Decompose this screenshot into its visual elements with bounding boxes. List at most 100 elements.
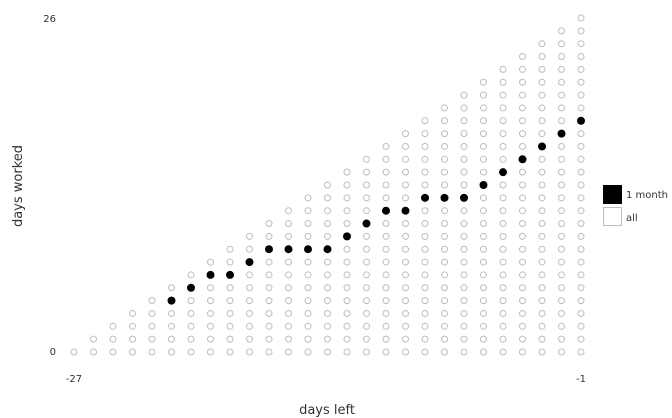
all-point (382, 297, 390, 305)
all-point (577, 348, 585, 356)
all-point (480, 207, 487, 215)
all-point (304, 284, 312, 292)
all-point (441, 168, 448, 176)
all-point (187, 271, 195, 279)
all-point (558, 53, 565, 61)
all-point (343, 181, 351, 189)
all-point (285, 207, 292, 215)
all-point (207, 335, 214, 343)
all-point (480, 104, 487, 112)
all-point (402, 348, 409, 356)
all-point (324, 297, 331, 305)
all-point (402, 232, 409, 240)
all-point (558, 27, 565, 35)
all-point (363, 245, 370, 253)
all-point (285, 322, 292, 330)
all-point (538, 271, 546, 279)
all-point (246, 245, 253, 253)
all-point (460, 284, 468, 292)
all-point (304, 322, 312, 330)
all-point (343, 322, 351, 330)
all-point (363, 155, 370, 163)
all-point (324, 207, 331, 215)
y-tick-max: 26 (43, 14, 56, 25)
all-points-series (70, 14, 585, 356)
all-point (265, 335, 273, 343)
all-point (441, 309, 448, 317)
all-point (226, 322, 234, 330)
all-point (246, 232, 253, 240)
all-point (363, 194, 370, 202)
all-point (285, 335, 292, 343)
all-point (402, 258, 409, 266)
all-point (187, 322, 195, 330)
all-point (480, 117, 487, 125)
all-point (421, 142, 429, 150)
all-point (441, 117, 448, 125)
all-point (519, 348, 526, 356)
all-point (538, 65, 546, 73)
all-point (382, 348, 390, 356)
all-point (577, 335, 585, 343)
all-point (246, 297, 253, 305)
all-point (402, 130, 409, 138)
all-point (343, 309, 351, 317)
all-point (265, 220, 273, 228)
all-point (382, 181, 390, 189)
one-month-point (323, 245, 332, 254)
all-point (577, 155, 585, 163)
all-point (558, 207, 565, 215)
all-point (577, 309, 585, 317)
all-point (538, 297, 546, 305)
all-point (460, 232, 468, 240)
all-point (343, 245, 351, 253)
all-point (363, 309, 370, 317)
all-point (577, 91, 585, 99)
all-point (285, 232, 292, 240)
all-point (558, 220, 565, 228)
all-point (558, 271, 565, 279)
all-point (538, 91, 546, 99)
all-point (460, 207, 468, 215)
all-point (558, 168, 565, 176)
all-point (148, 335, 156, 343)
all-point (460, 168, 468, 176)
all-point (324, 348, 331, 356)
all-point (246, 309, 253, 317)
all-point (480, 130, 487, 138)
all-point (480, 348, 487, 356)
all-point (402, 220, 409, 228)
all-point (480, 322, 487, 330)
all-point (577, 245, 585, 253)
all-point (246, 284, 253, 292)
one-month-point (343, 232, 351, 241)
all-point (324, 309, 331, 317)
all-point (480, 91, 487, 99)
all-point (480, 168, 487, 176)
all-point (402, 284, 409, 292)
one-month-point (284, 245, 293, 254)
all-point (129, 348, 136, 356)
all-point (460, 142, 468, 150)
all-point (460, 309, 468, 317)
all-point (343, 207, 351, 215)
all-point (343, 297, 351, 305)
all-point (246, 322, 253, 330)
all-point (441, 284, 448, 292)
all-point (538, 40, 546, 48)
all-point (519, 168, 526, 176)
all-point (558, 155, 565, 163)
all-point (363, 271, 370, 279)
all-point (577, 65, 585, 73)
all-point (304, 335, 312, 343)
all-point (421, 309, 429, 317)
all-point (402, 155, 409, 163)
all-point (343, 284, 351, 292)
all-point (538, 348, 546, 356)
one-month-point (499, 168, 507, 177)
one-month-point (304, 245, 312, 254)
all-point (343, 335, 351, 343)
all-point (402, 168, 409, 176)
all-point (577, 27, 585, 35)
